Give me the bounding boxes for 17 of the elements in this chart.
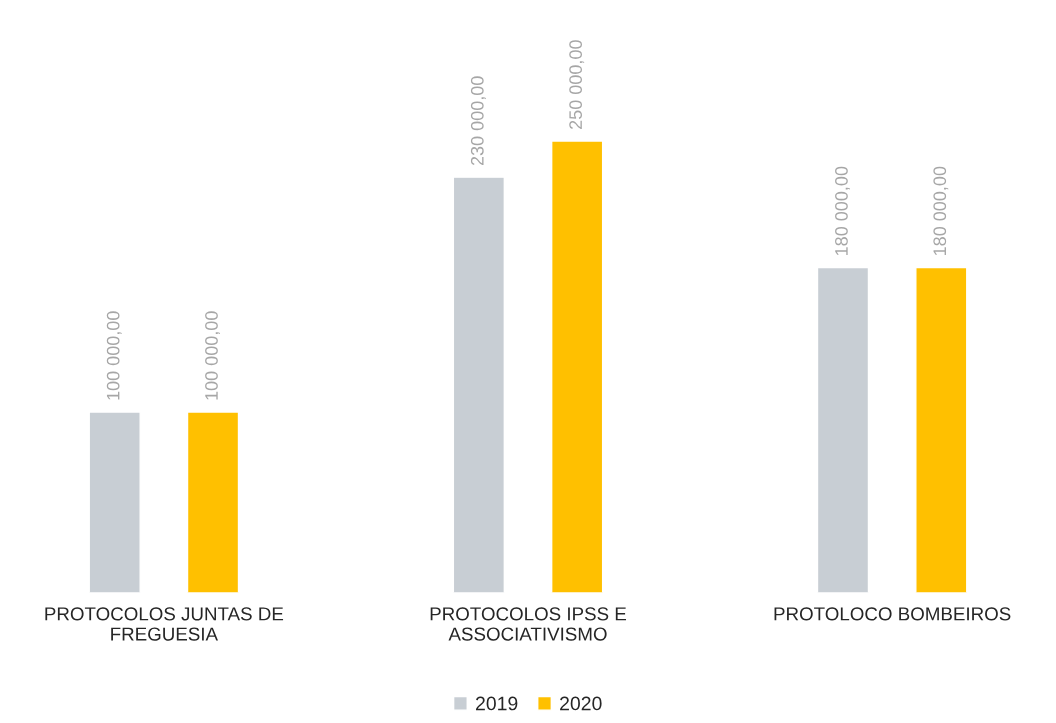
bar <box>88 411 141 593</box>
bar <box>816 266 870 593</box>
x-tick-label: PROTOLOCO BOMBEIROS <box>774 607 1011 621</box>
data-label: 250 000,00 <box>569 40 585 129</box>
legend-label: 2019 <box>476 696 518 711</box>
x-tick-label: PROTOCOLOS IPSS E ASSOCIATIVISMO <box>430 607 627 641</box>
bar <box>915 266 968 593</box>
legend-label: 2020 <box>560 696 602 711</box>
data-label: 230 000,00 <box>470 76 486 166</box>
bar <box>186 411 240 593</box>
x-tick-label: PROTOCOLOS JUNTAS DE FREGUESIA <box>45 607 284 641</box>
bar <box>452 176 506 593</box>
data-label: 100 000,00 <box>106 311 122 400</box>
data-label: 180 000,00 <box>835 166 850 256</box>
bar <box>550 140 604 593</box>
data-label: 100 000,00 <box>205 311 220 400</box>
data-label: 180 000,00 <box>933 166 949 256</box>
